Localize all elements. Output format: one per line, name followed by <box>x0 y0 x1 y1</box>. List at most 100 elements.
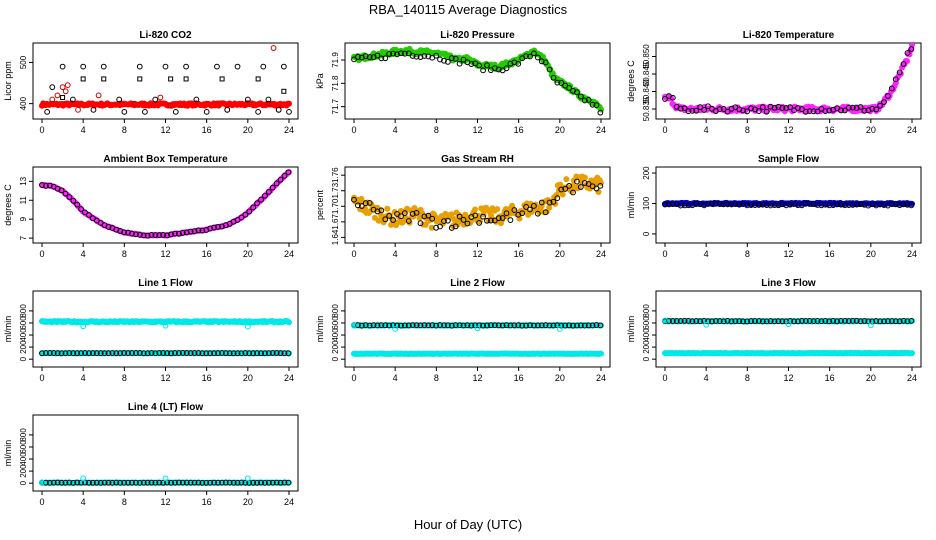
data-point <box>140 350 147 357</box>
data-point <box>437 56 443 63</box>
data-point <box>685 108 692 115</box>
data-point <box>822 201 829 208</box>
data-point <box>121 229 128 236</box>
data-point <box>775 103 782 110</box>
data-point <box>869 201 876 208</box>
data-point <box>546 322 553 329</box>
y-tick-label: 1.67 <box>331 214 340 230</box>
x-tick-label: 12 <box>160 125 170 135</box>
data-point <box>234 63 241 70</box>
data-point <box>677 318 684 324</box>
data-point <box>265 479 272 486</box>
y-axis-label: Licor ppm <box>3 61 13 101</box>
data-point <box>219 76 225 82</box>
data-point <box>218 350 225 356</box>
data-point <box>148 479 155 486</box>
y-tick-label: 9 <box>19 216 28 221</box>
data-point <box>900 317 907 324</box>
y-tick-label: 800 <box>331 304 340 318</box>
data-point <box>378 55 385 62</box>
data-point <box>172 108 179 115</box>
data-point <box>281 350 288 357</box>
x-tick-label: 24 <box>284 497 294 507</box>
x-tick-label: 8 <box>434 373 439 383</box>
data-point <box>382 322 389 329</box>
data-point <box>550 322 557 329</box>
y-tick-label: 7 <box>19 235 28 240</box>
x-tick-label: 24 <box>907 249 917 259</box>
data-point <box>589 322 596 329</box>
data-point <box>54 350 61 357</box>
x-tick-label: 20 <box>555 125 565 135</box>
data-point <box>172 479 178 486</box>
data-point <box>162 322 169 329</box>
data-point <box>767 202 774 209</box>
data-point <box>892 201 899 208</box>
data-point <box>456 60 463 67</box>
data-point <box>358 322 365 329</box>
data-point <box>50 350 57 356</box>
data-point <box>495 322 502 329</box>
data-point <box>82 350 88 356</box>
data-point <box>156 350 163 356</box>
y-tick-label: 200 <box>19 464 28 478</box>
x-tick-label: 0 <box>351 249 356 259</box>
data-point <box>215 223 221 230</box>
data-point <box>806 108 813 115</box>
data-point <box>425 322 432 329</box>
data-point <box>152 350 159 357</box>
data-point <box>904 318 911 325</box>
panel-title: Ambient Box Temperature <box>103 154 228 165</box>
data-point <box>277 479 284 486</box>
data-point <box>255 108 262 115</box>
data-point <box>164 232 171 239</box>
data-point <box>144 479 151 486</box>
data-point <box>570 189 576 196</box>
x-tick-label: 20 <box>866 125 876 135</box>
data-point <box>398 213 404 220</box>
data-point <box>452 322 459 329</box>
data-point <box>511 322 518 329</box>
data-point <box>577 322 584 329</box>
data-point <box>806 201 813 207</box>
data-point <box>669 318 676 324</box>
x-tick-label: 4 <box>81 497 86 507</box>
data-point <box>183 479 190 486</box>
data-point <box>66 194 73 200</box>
data-point <box>437 223 443 230</box>
data-point <box>265 96 272 103</box>
y-tick-label: 600 <box>642 316 651 330</box>
data-point <box>254 200 260 207</box>
data-point <box>187 479 194 486</box>
data-point <box>693 107 700 114</box>
data-layer <box>662 317 916 357</box>
data-point <box>136 479 143 486</box>
data-point <box>218 479 225 486</box>
data-point <box>554 79 561 86</box>
data-point <box>54 479 61 486</box>
data-point <box>444 217 451 224</box>
data-point <box>175 479 182 486</box>
data-layer <box>39 45 292 115</box>
data-point <box>156 232 163 239</box>
data-point <box>534 210 541 217</box>
data-point <box>728 201 735 208</box>
data-point <box>892 76 899 83</box>
y-axis-label: percent <box>315 189 325 220</box>
data-point <box>885 318 891 325</box>
data-point <box>857 201 864 208</box>
data-point <box>398 322 404 329</box>
data-point <box>697 318 704 325</box>
data-point <box>736 106 743 113</box>
x-tick-label: 20 <box>866 249 876 259</box>
plot-frame <box>344 166 611 244</box>
data-point <box>574 178 580 185</box>
data-point <box>709 200 715 207</box>
data-point <box>495 215 502 222</box>
data-point <box>49 84 56 91</box>
x-tick-label: 12 <box>783 125 793 135</box>
x-tick-label: 8 <box>122 249 127 259</box>
data-point <box>101 76 107 82</box>
